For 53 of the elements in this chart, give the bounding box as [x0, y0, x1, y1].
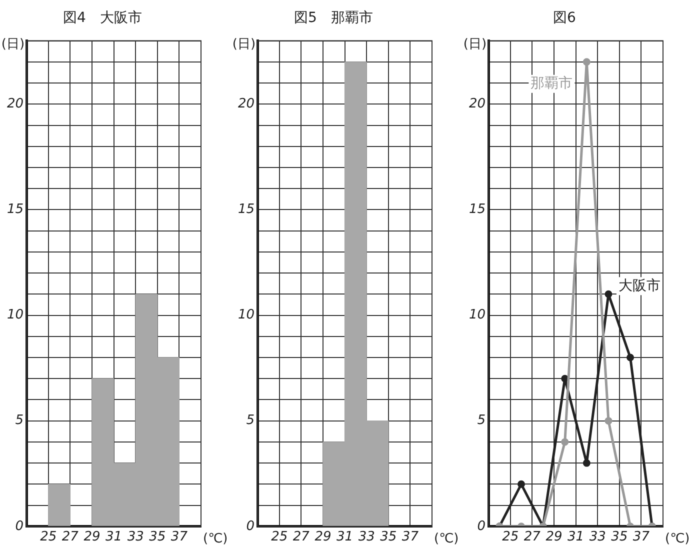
x-tick-label: 33	[127, 530, 144, 545]
chart-title: 図5 那覇市	[294, 10, 373, 26]
y-tick-label: 5	[477, 413, 486, 428]
y-tick-label: 10	[238, 308, 255, 323]
y-tick-label: 5	[15, 413, 24, 428]
y-tick-label: 20	[468, 96, 486, 112]
x-tick-label: 31	[106, 530, 122, 545]
x-tick-label: 25	[502, 530, 519, 545]
x-tick-label: 31	[336, 530, 354, 545]
y-axis-title: (日)	[232, 37, 256, 52]
x-tick-label: 27	[62, 530, 80, 545]
chart-title: 図6	[553, 10, 576, 26]
y-tick-label: 0	[246, 518, 255, 534]
x-axis-title: (℃)	[434, 531, 459, 546]
x-tick-label: 33	[589, 530, 606, 545]
x-tick-label: 27	[524, 530, 542, 545]
x-tick-label: 25	[40, 530, 57, 545]
point	[604, 417, 612, 425]
x-axis-title: (℃)	[665, 531, 690, 546]
y-tick-label: 15	[6, 202, 24, 218]
x-tick-label: 33	[358, 530, 375, 545]
y-tick-label: 10	[468, 308, 486, 323]
y-tick-label: 0	[477, 518, 486, 534]
x-tick-label: 35	[611, 530, 628, 545]
x-axis-title: (℃)	[203, 531, 228, 546]
y-tick-label: 15	[238, 202, 255, 218]
point	[604, 290, 612, 298]
y-tick-label: 5	[246, 413, 255, 428]
x-tick-label: 25	[271, 530, 288, 545]
x-tick-label: 29	[546, 530, 562, 545]
y-tick-label: 20	[6, 96, 24, 112]
point	[626, 354, 634, 362]
x-tick-label: 29	[314, 530, 332, 545]
y-axis-title: (日)	[1, 37, 25, 52]
x-tick-label: 37	[632, 530, 650, 545]
chart-title: 図4 大阪市	[63, 10, 142, 26]
x-tick-label: 31	[568, 530, 584, 545]
x-tick-label: 37	[170, 530, 188, 545]
y-axis-title: (日)	[463, 37, 487, 52]
x-tick-label: 27	[292, 530, 310, 545]
point	[582, 459, 590, 467]
point	[561, 438, 569, 446]
x-tick-label: 35	[149, 530, 166, 545]
series-label: 那覇市	[530, 76, 573, 92]
y-tick-label: 15	[468, 202, 486, 218]
series-label: 大阪市	[618, 278, 660, 294]
y-tick-label: 10	[6, 308, 24, 323]
y-tick-label: 20	[238, 96, 255, 112]
y-tick-label: 0	[15, 518, 24, 534]
x-tick-label: 35	[380, 530, 397, 545]
x-tick-label: 29	[84, 530, 100, 545]
point	[518, 480, 526, 488]
x-tick-label: 37	[402, 530, 420, 545]
